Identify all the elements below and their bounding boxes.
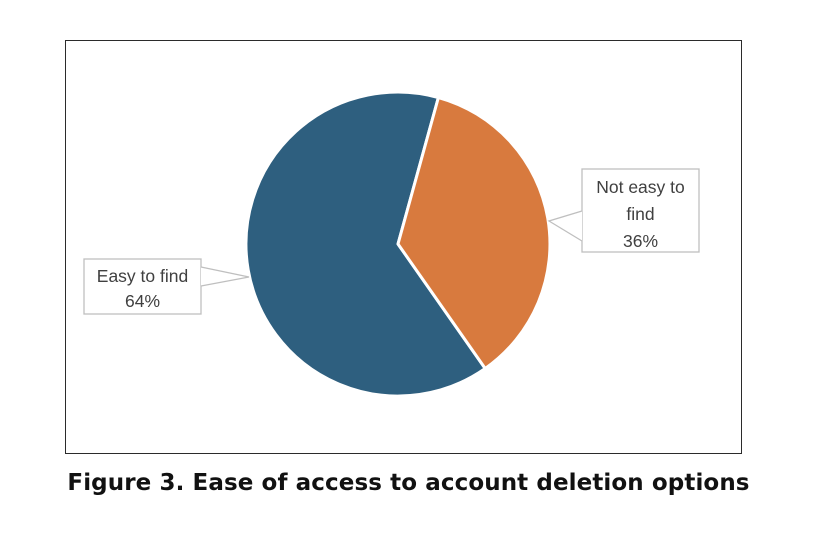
callout-not-easy-label-line2: find <box>626 204 654 224</box>
callout-not-easy-value: 36% <box>623 231 658 251</box>
callout-not-easy-label-line1: Not easy to <box>596 177 685 197</box>
callout-easy-label: Easy to find <box>97 266 188 286</box>
callout-pointer-easy <box>200 266 250 287</box>
pie <box>244 90 552 398</box>
pie-chart-svg: Easy to find 64% Not easy to find 36% <box>83 90 700 398</box>
pie-slice-not-easy-to-find <box>396 96 552 370</box>
callout-box-not-easy <box>581 168 700 253</box>
figure-caption: Figure 3. Ease of access to account dele… <box>67 470 750 496</box>
callout-easy-to-find: Easy to find 64% <box>83 258 250 315</box>
callout-easy-value: 64% <box>125 291 160 311</box>
chart-plot-area: Easy to find 64% Not easy to find 36% <box>65 40 742 454</box>
pie-slice-easy-to-find <box>244 90 487 398</box>
callout-pointer-not-easy <box>547 210 583 242</box>
callout-box-easy <box>83 258 202 315</box>
callout-not-easy-to-find: Not easy to find 36% <box>547 168 700 253</box>
